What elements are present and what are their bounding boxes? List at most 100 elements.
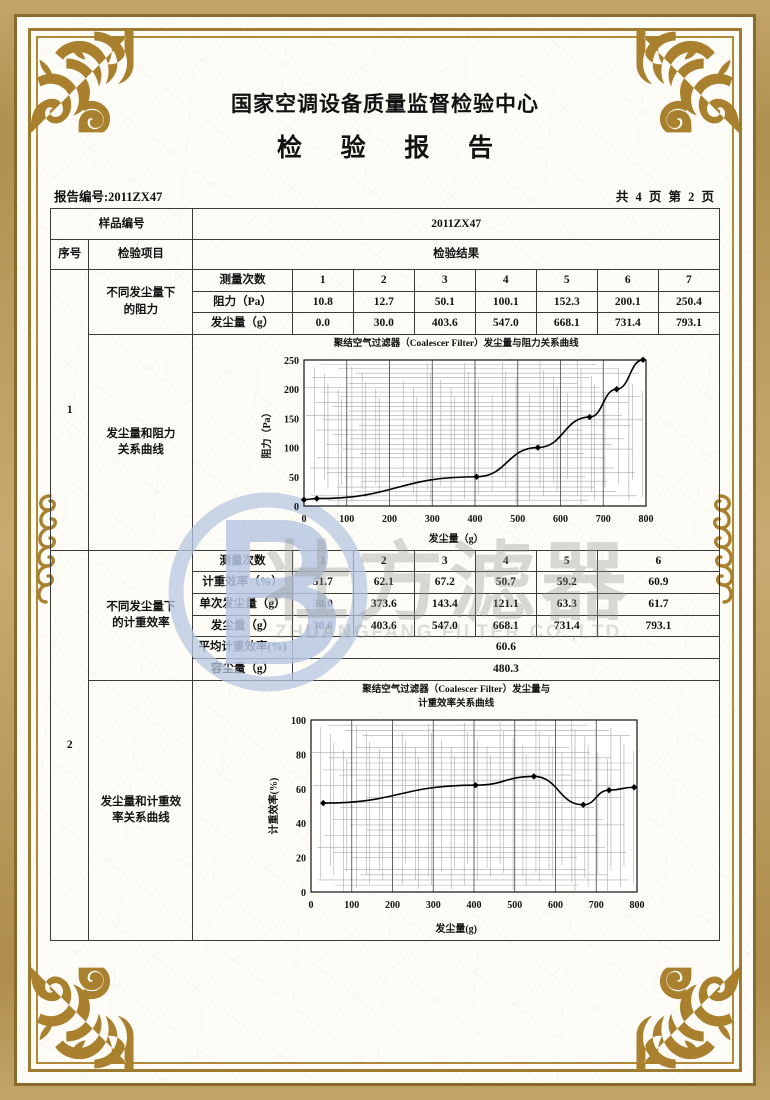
measure-count-2-6: 6 — [596, 549, 721, 573]
svg-text:500: 500 — [507, 900, 522, 911]
measure-count-2-1: 1 — [291, 549, 354, 573]
report-number: 报告编号:2011ZX47 — [54, 190, 163, 204]
frame-inner-rule-bottom — [36, 1062, 734, 1064]
efficiency-1: 51.7 — [291, 571, 354, 595]
svg-text:600: 600 — [553, 514, 568, 525]
column-header-result: 检验结果 — [192, 239, 720, 270]
row-item-curve-1: 发尘量和阻力 关系曲线 — [88, 334, 194, 551]
dust-2-1: 30.0 — [291, 614, 354, 638]
table-row: 发尘量（g） 0.0 30.0 403.6 547.0 668.1 731.4 … — [51, 312, 721, 336]
table-row-chart-1: 发尘量和阻力 关系曲线 聚结空气过滤器（Coalescer Filter）发尘量… — [51, 334, 720, 551]
frame-rule-right — [739, 28, 742, 1072]
efficiency-5: 59.2 — [535, 571, 598, 595]
svg-text:150: 150 — [284, 415, 299, 426]
single-dust-3: 143.4 — [413, 593, 476, 616]
dust-2-4: 668.1 — [474, 614, 537, 638]
dust-1-4: 547.0 — [474, 312, 537, 336]
svg-text:250: 250 — [284, 356, 299, 367]
frame-rule-top — [28, 28, 742, 31]
measure-count-1-6: 6 — [596, 269, 659, 292]
svg-text:700: 700 — [596, 514, 611, 525]
efficiency-chart: 聚结空气过滤器（Coalescer Filter）发尘量与 计重效率关系曲线 0… — [194, 683, 718, 938]
measure-count-2-3: 3 — [413, 549, 476, 573]
svg-text:600: 600 — [548, 900, 563, 911]
frame-inner-rule-left — [36, 36, 38, 1064]
resistance-5: 152.3 — [535, 290, 598, 314]
svg-text:700: 700 — [589, 900, 604, 911]
measure-count-2-5: 5 — [535, 549, 598, 573]
column-header-item: 检验项目 — [88, 239, 194, 270]
resistance-label: 阻力（Pa） — [192, 290, 293, 314]
single-dust-6: 61.7 — [596, 593, 721, 616]
measure-count-1-4: 4 — [474, 269, 537, 292]
svg-text:0: 0 — [309, 900, 314, 911]
corner-ornament-bottom-left — [26, 962, 138, 1074]
svg-text:400: 400 — [468, 514, 483, 525]
table-row: 1 不同发尘量下 的阻力 测量次数 1 2 3 4 5 6 7 — [49, 268, 721, 551]
resistance-chart: 聚结空气过滤器（Coalescer Filter）发尘量与阻力关系曲线 0 50 1… — [194, 337, 718, 548]
dust-1-6: 731.4 — [596, 312, 659, 336]
chart-2-xlabel: 发尘量(g) — [435, 924, 477, 936]
sample-no-label: 样品编号 — [49, 208, 194, 240]
row-item-resistance: 不同发尘量下 的阻力 — [88, 268, 194, 336]
single-dust-1: 30.0 — [291, 593, 354, 616]
efficiency-label: 计重效率（%） — [192, 571, 293, 595]
dust-1-3: 403.6 — [413, 312, 476, 336]
measure-count-1-7: 7 — [657, 269, 721, 292]
dust-2-6: 793.1 — [596, 614, 721, 638]
measure-count-1-2: 2 — [352, 269, 415, 292]
chart-1-title: 聚结空气过滤器（Coalescer Filter）发尘量与阻力关系曲线 — [333, 339, 579, 350]
measure-count-1-3: 3 — [413, 269, 476, 292]
chart-1-plot: 0 50 100 150 200 250 0 100 200 300 400 500 600 700 800… — [260, 356, 654, 525]
measure-count-label-1: 测量次数 — [192, 269, 293, 292]
measure-count-2-2: 2 — [352, 549, 415, 573]
svg-text:300: 300 — [425, 514, 440, 525]
svg-text:100: 100 — [284, 444, 299, 455]
dust-1-5: 668.1 — [535, 312, 598, 336]
efficiency-2: 62.1 — [352, 571, 415, 595]
row-item-efficiency: 不同发尘量下 的计重效率 — [88, 549, 194, 681]
svg-text:40: 40 — [296, 819, 306, 830]
report-content: 国家空调设备质量监督检验中心 检 验 报 告 报告编号:2011ZX47 共 4… — [49, 52, 721, 1050]
svg-text:100: 100 — [339, 514, 354, 525]
table-row-header: 序号 检验项目 检验结果 — [49, 239, 720, 270]
resistance-1: 10.8 — [291, 290, 354, 314]
measure-count-1-5: 5 — [535, 269, 598, 292]
chart-2-title: 聚结空气过滤器（Coalescer Filter）发尘量与 计重效率关系曲线 — [362, 684, 551, 710]
single-dust-4: 121.1 — [474, 593, 537, 616]
dust-capacity-value: 480.3 — [291, 658, 721, 681]
dust-2-2: 403.6 — [352, 614, 415, 638]
chart-cell-1: 聚结空气过滤器（Coalescer Filter）发尘量与阻力关系曲线 0 50 1… — [192, 334, 720, 551]
corner-ornament-bottom-right — [632, 962, 744, 1074]
dust-capacity-label: 容尘量（g） — [192, 658, 293, 681]
frame-inner-rule-top — [36, 36, 734, 38]
column-header-seq: 序号 — [49, 239, 90, 270]
measure-count-label-2: 测量次数 — [192, 549, 293, 573]
single-dust-5: 63.3 — [535, 593, 598, 616]
measure-count-2-4: 4 — [474, 549, 537, 573]
svg-text:200: 200 — [385, 900, 400, 911]
svg-text:300: 300 — [426, 900, 441, 911]
efficiency-3: 67.2 — [413, 571, 476, 595]
avg-efficiency-value: 60.6 — [291, 636, 721, 660]
dust-1-2: 30.0 — [352, 312, 415, 336]
table-row: 阻力（Pa） 10.8 12.7 50.1 100.1 152.3 200.1 … — [51, 290, 721, 314]
svg-text:80: 80 — [296, 751, 306, 762]
dust-1-1: 0.0 — [291, 312, 354, 336]
svg-text:阻力（Pa）: 阻力（Pa） — [260, 408, 273, 459]
frame-rule-left — [28, 28, 31, 1072]
svg-text:200: 200 — [382, 514, 397, 525]
sample-no-value: 2011ZX47 — [192, 208, 720, 240]
svg-text:0: 0 — [294, 502, 299, 513]
svg-text:0: 0 — [302, 514, 307, 525]
measure-count-1-1: 1 — [291, 269, 354, 292]
table-row-sample: 样品编号 2011ZX47 — [49, 208, 720, 240]
svg-text:100: 100 — [291, 716, 306, 727]
single-dust-2: 373.6 — [352, 593, 415, 616]
svg-text:800: 800 — [630, 900, 645, 911]
resistance-6: 200.1 — [596, 290, 659, 314]
corner-ornament-top-right — [632, 26, 744, 138]
title-block: 国家空调设备质量监督检验中心 检 验 报 告 — [50, 88, 720, 164]
dust-label-1: 发尘量（g） — [192, 312, 293, 336]
svg-text:50: 50 — [289, 473, 299, 484]
